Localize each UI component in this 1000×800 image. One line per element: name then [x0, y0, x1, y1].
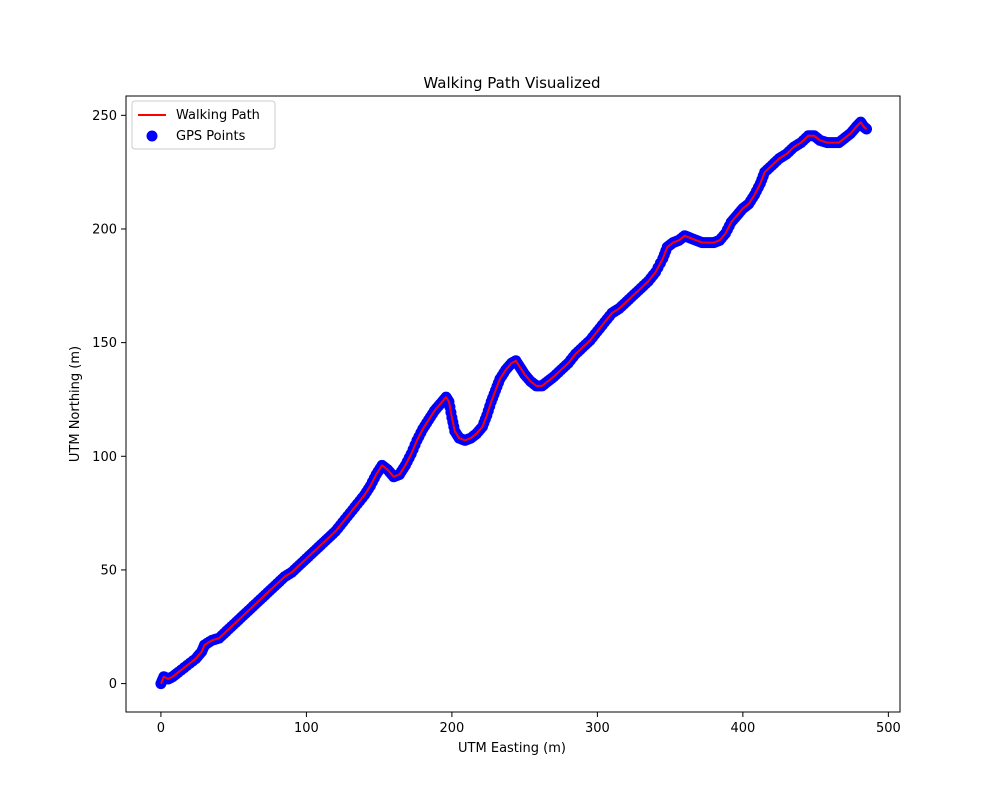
- x-tick-label: 500: [876, 721, 901, 736]
- legend-frame: [131, 100, 276, 150]
- x-tick-label: 200: [439, 721, 464, 736]
- y-tick-label: 100: [92, 450, 117, 465]
- y-tick-label: 250: [92, 109, 117, 124]
- x-axis-label: UTM Easting (m): [458, 741, 566, 756]
- legend: Walking Path GPS Points: [131, 100, 276, 150]
- y-tick-label: 150: [92, 336, 117, 351]
- legend-swatch-gps-points: [146, 130, 158, 142]
- walking-path-line: [160, 121, 868, 684]
- y-axis-label: UTM Northing (m): [68, 346, 83, 462]
- x-tick-label: 300: [585, 721, 610, 736]
- x-tick-label: 100: [294, 721, 319, 736]
- x-tick-label: 400: [730, 721, 755, 736]
- legend-label-walking-path: Walking Path: [176, 108, 260, 123]
- chart-title: Walking Path Visualized: [423, 74, 600, 92]
- y-tick-label: 0: [109, 677, 117, 692]
- plot-area: [125, 95, 901, 713]
- plot-frame: [125, 95, 901, 713]
- x-axis: 0 100 200 300 400 500: [157, 712, 901, 736]
- legend-label-gps-points: GPS Points: [176, 129, 246, 144]
- x-tick-label: 0: [157, 721, 165, 736]
- y-tick-label: 50: [100, 563, 117, 578]
- y-axis: 0 50 100 150 200 250: [92, 109, 126, 692]
- y-tick-label: 200: [92, 222, 117, 237]
